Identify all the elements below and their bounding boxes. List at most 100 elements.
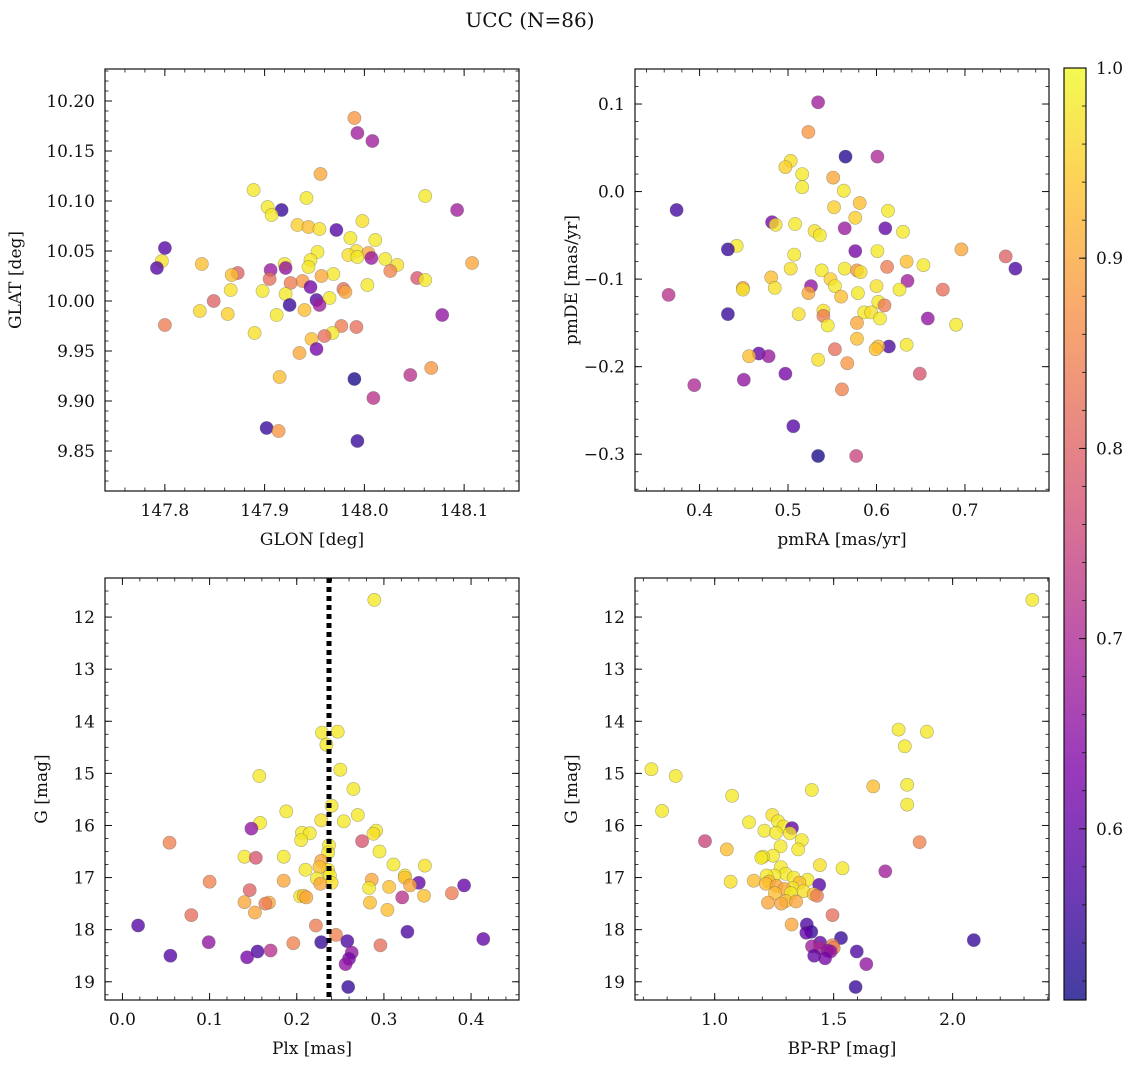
data-point <box>783 261 798 276</box>
data-point <box>303 280 318 294</box>
y-tick-label: 14 <box>603 712 625 732</box>
data-point <box>276 849 291 864</box>
y-tick-label: 13 <box>73 660 95 680</box>
data-point <box>343 231 358 245</box>
data-point <box>194 257 209 271</box>
data-point <box>920 724 934 739</box>
y-axis-label: GLAT [deg] <box>6 231 26 329</box>
data-point <box>838 149 853 164</box>
data-point <box>299 191 314 205</box>
data-point <box>373 938 388 953</box>
data-point <box>813 858 827 872</box>
data-point <box>252 769 267 783</box>
data-point <box>870 149 885 164</box>
data-point <box>334 319 349 333</box>
data-point <box>366 391 381 405</box>
data-point <box>386 857 401 872</box>
axes-frame <box>634 577 1050 1001</box>
y-axis-label: G [mag] <box>562 754 582 823</box>
data-point <box>283 276 298 290</box>
data-point <box>202 874 217 889</box>
data-point <box>1008 261 1023 276</box>
data-point <box>350 434 365 448</box>
data-point <box>949 317 963 332</box>
y-tick-label: 0.1 <box>598 95 625 115</box>
data-point <box>721 242 735 257</box>
colorbar-gradient <box>1064 68 1086 1000</box>
data-point <box>157 318 172 332</box>
y-tick-label: 17 <box>73 869 95 889</box>
data-point <box>721 307 735 321</box>
data-point <box>850 331 864 346</box>
data-point <box>881 203 895 218</box>
y-tick-label: −0.1 <box>584 270 625 290</box>
colorbar-tick-label: 0.7 <box>1096 630 1123 650</box>
colorbar-tick-label: 0.6 <box>1096 820 1123 840</box>
data-point <box>350 808 365 822</box>
y-tick-label: 16 <box>73 816 95 836</box>
y-tick-label: 9.95 <box>57 342 95 362</box>
data-point <box>314 813 329 828</box>
data-point <box>365 134 380 148</box>
scatter-points <box>644 593 1040 994</box>
data-point <box>851 286 865 300</box>
data-point <box>350 126 365 140</box>
data-point <box>786 419 801 434</box>
data-point <box>299 890 314 905</box>
data-point <box>880 259 894 274</box>
data-point <box>869 279 884 293</box>
data-point <box>813 228 827 243</box>
y-tick-label: 0.0 <box>598 183 625 203</box>
x-tick-label: 148.1 <box>440 501 489 521</box>
y-tick-label: 15 <box>603 764 625 784</box>
data-point <box>878 221 893 236</box>
data-point <box>259 421 274 435</box>
data-point <box>916 258 931 272</box>
data-point <box>818 951 832 966</box>
data-point <box>330 724 345 739</box>
data-point <box>341 980 356 994</box>
y-tick-label: 19 <box>73 973 95 993</box>
data-point <box>774 896 789 911</box>
data-point <box>282 298 297 312</box>
data-point <box>292 346 307 360</box>
data-point <box>787 247 802 262</box>
data-point <box>828 279 842 293</box>
y-tick-label: 18 <box>73 921 95 941</box>
data-point <box>418 273 433 287</box>
data-point <box>834 289 848 304</box>
y-tick-label: 10.05 <box>46 242 95 262</box>
data-point <box>892 282 907 297</box>
x-tick-label: 1.0 <box>701 1010 728 1030</box>
data-point <box>363 895 377 910</box>
data-point <box>417 858 432 873</box>
data-point <box>783 826 797 841</box>
y-tick-label: 15 <box>73 764 95 784</box>
data-point <box>859 957 874 971</box>
data-point <box>367 593 382 607</box>
data-point <box>338 957 353 971</box>
data-point <box>848 980 863 994</box>
data-point <box>837 261 852 276</box>
y-tick-label: 18 <box>603 921 625 941</box>
scatter-points <box>661 95 1023 463</box>
data-point <box>814 263 829 278</box>
data-point <box>286 936 301 951</box>
data-point <box>326 267 341 281</box>
data-point <box>382 880 396 894</box>
y-tick-label: 9.90 <box>57 392 95 412</box>
data-point <box>850 315 864 330</box>
data-point <box>687 378 702 392</box>
data-point <box>403 368 418 382</box>
data-point <box>276 873 291 888</box>
data-point <box>240 950 254 965</box>
data-point <box>163 948 178 963</box>
x-tick-label: 147.9 <box>240 501 289 521</box>
data-point <box>644 762 659 777</box>
scatter-glon-glat: 147.8 147.9 148.0 148.1 9.85 9.90 9.95 10.00 10.… <box>6 68 520 550</box>
data-point <box>192 304 207 318</box>
data-point <box>224 268 239 282</box>
y-tick-label: 16 <box>603 816 625 836</box>
data-point <box>810 888 824 903</box>
data-point <box>435 308 450 322</box>
